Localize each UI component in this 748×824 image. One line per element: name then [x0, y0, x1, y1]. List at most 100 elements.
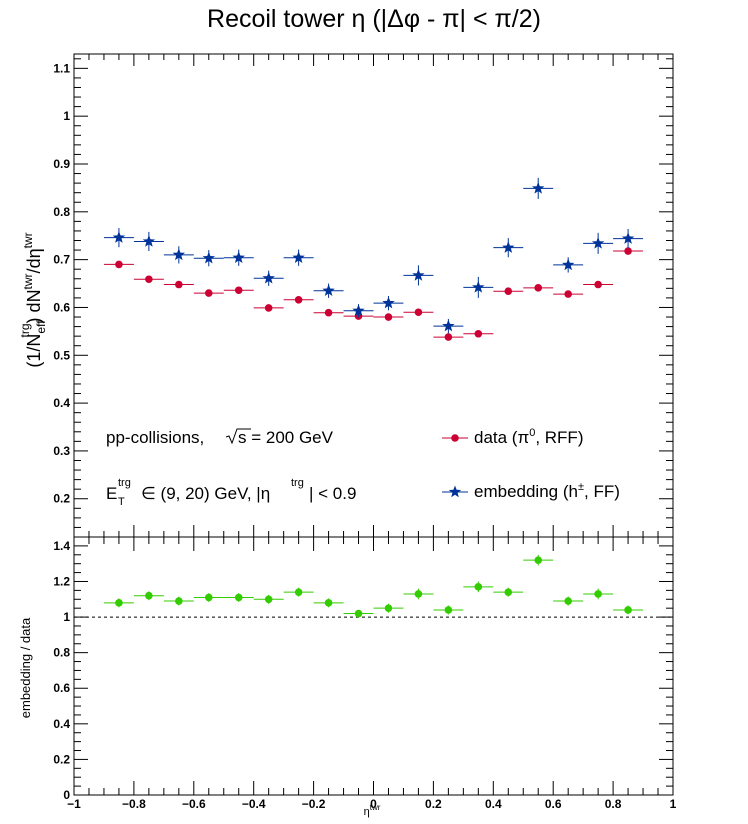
data-point: [234, 286, 243, 295]
y-tick-label: 0.2: [53, 752, 70, 766]
embedding-point: [112, 231, 126, 243]
data-point: [564, 290, 572, 298]
ratio-point: [294, 588, 303, 596]
legend-data-marker: [451, 434, 459, 442]
legend-entry-embedding: embedding (h±, FF): [442, 481, 620, 501]
top-panel: 0.2 0.3 0.4 0.5 0.6 0.7 0.8 0.9 1 1.1 (1/Nefftrg)…: [18, 53, 674, 538]
bottom-y-axis-label: embedding / data: [18, 617, 33, 718]
et-sup-label: trg: [118, 477, 131, 489]
x-tick-label: 0.4: [485, 797, 502, 811]
bottom-axis-ticks: [73, 537, 674, 796]
embedding-point: [591, 236, 605, 249]
y-tick-label: 0.3: [53, 444, 70, 458]
ratio-point: [564, 597, 572, 605]
top-series: [103, 177, 644, 341]
y-tick-label: 1: [63, 109, 70, 123]
ratio-point: [444, 606, 453, 614]
top-y-axis-label: (1/Nefftrg) dNtwr/dηtwr: [18, 232, 48, 367]
y-tick-label: 0.4: [53, 396, 70, 410]
ratio-point: [474, 583, 483, 591]
chart-title: Recoil tower η (|Δφ - π| < π/2): [207, 5, 541, 33]
data-point: [294, 296, 303, 304]
embedding-point: [352, 304, 365, 317]
embedding-point: [292, 251, 305, 263]
ratio-point: [204, 593, 213, 602]
ratio-point: [115, 599, 123, 607]
embedding-point: [202, 251, 215, 264]
data-point: [264, 304, 273, 312]
top-y-tick-labels: 0.2 0.3 0.4 0.5 0.6 0.7 0.8 0.9 1 1.1: [53, 61, 70, 505]
ratio-point: [354, 609, 363, 618]
data-point: [504, 287, 513, 295]
x-tick-label: −0.8: [122, 797, 146, 811]
data-point: [384, 313, 393, 321]
embedding-point: [472, 280, 485, 293]
legend-embedding-label: embedding (h±, FF): [474, 481, 620, 501]
et-label: E: [106, 484, 117, 503]
sqrt-icon: [225, 428, 251, 445]
eta-sup-label: trg: [291, 477, 304, 489]
legend-embedding-marker: [448, 485, 462, 498]
collision-label: pp-collisions,: [106, 428, 204, 447]
x-tick-label: 0.6: [545, 797, 562, 811]
embedding-point: [232, 251, 245, 263]
y-tick-label: 0.7: [53, 253, 70, 267]
ratio-point: [414, 590, 423, 598]
et-range-label: ∈ (9, 20) GeV, |η: [141, 484, 270, 503]
data-point: [474, 329, 483, 338]
x-tick-label: −0.4: [242, 797, 266, 811]
ratio-point: [175, 597, 183, 605]
x-axis-label: ηtwr: [364, 803, 381, 818]
x-tick-label: 0.2: [425, 797, 442, 811]
y-tick-label: 0: [63, 788, 70, 802]
eta-cut-label: | < 0.9: [309, 484, 356, 503]
top-plot-frame: [73, 53, 674, 538]
energy-label: s = 200 GeV: [238, 428, 334, 447]
bottom-plot-frame: [73, 536, 674, 796]
bottom-panel: 0 0.2 0.4 0.6 0.8 1 1.2 1.4 embedding / data: [18, 536, 674, 802]
embedding-point: [621, 232, 635, 244]
y-tick-label: 0.5: [53, 348, 70, 362]
y-tick-label: 0.9: [53, 157, 70, 171]
y-tick-label: 1: [63, 610, 70, 624]
ratio-point: [624, 606, 632, 614]
legend: data (π0, RFF) embedding (h±, FF): [442, 427, 620, 501]
embedding-point: [502, 241, 515, 253]
data-point: [624, 247, 632, 255]
ratio-point: [504, 588, 513, 596]
data-point: [324, 308, 333, 317]
x-tick-label: 1: [670, 797, 677, 811]
y-tick-label: 0.4: [53, 717, 70, 731]
x-tick-label: −1: [67, 797, 81, 811]
data-point: [175, 280, 183, 289]
y-tick-label: 0.6: [53, 300, 70, 314]
data-point: [534, 284, 543, 292]
legend-entry-data: data (π0, RFF): [442, 427, 583, 447]
x-tick-label: −0.2: [302, 797, 326, 811]
ratio-point: [324, 599, 333, 607]
embedding-point: [142, 235, 156, 247]
data-point: [115, 260, 123, 269]
x-tick-labels: −1 −0.8 −0.6 −0.4 −0.2 0 0.2 0.4 0.6 0.8 1: [67, 797, 677, 811]
top-axis-ticks: [73, 54, 674, 538]
y-tick-label: 0.8: [53, 646, 70, 660]
ratio-point: [384, 604, 393, 612]
y-tick-label: 0.2: [53, 492, 70, 506]
embedding-point: [382, 296, 395, 309]
ratio-series: [103, 554, 644, 618]
embedding-point: [442, 319, 455, 332]
et-sub-label: T: [118, 496, 125, 508]
data-point: [414, 308, 423, 317]
y-tick-label: 1.1: [53, 61, 70, 75]
bottom-y-tick-labels: 0 0.2 0.4 0.6 0.8 1 1.2 1.4: [53, 539, 70, 802]
ratio-point: [594, 590, 602, 598]
x-tick-label: 0: [370, 797, 377, 811]
y-tick-label: 1.4: [53, 539, 70, 553]
ratio-point: [145, 591, 153, 600]
data-point: [145, 275, 153, 284]
embedding-point: [562, 258, 575, 271]
x-tick-label: 0.8: [605, 797, 622, 811]
ratio-point: [234, 593, 243, 602]
data-point: [594, 280, 602, 289]
annotations: pp-collisions, s = 200 GeV E trg T ∈ (9,…: [106, 428, 356, 508]
